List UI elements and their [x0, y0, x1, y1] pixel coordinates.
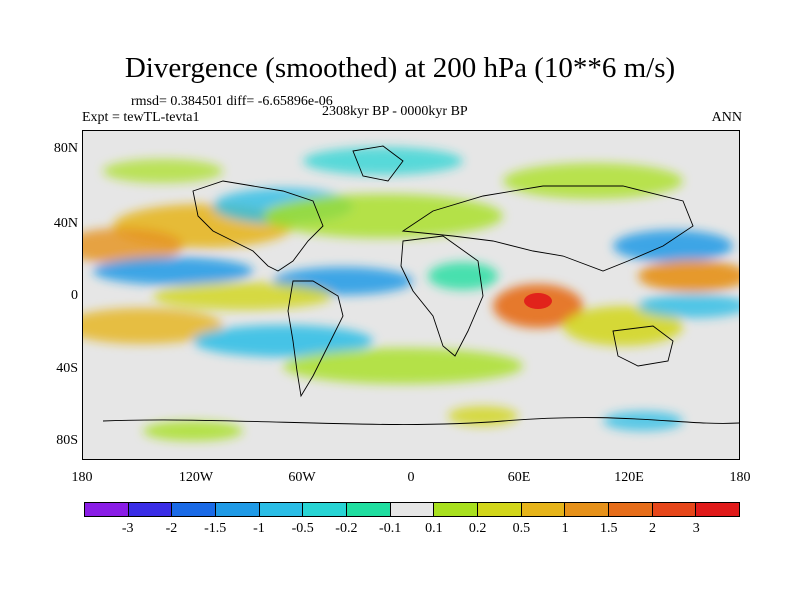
- coastline-greenland: [352, 145, 404, 182]
- colorbar-label: -2: [165, 521, 178, 536]
- field-blob: [603, 411, 683, 431]
- colorbar-label: -0.2: [335, 521, 358, 536]
- experiment-label: Expt = tewTL-tevta1: [82, 110, 200, 125]
- coastlines: [102, 145, 739, 425]
- coastline-south-america: [287, 280, 344, 398]
- colorbar-cell: [478, 503, 522, 516]
- field-blob: [303, 147, 463, 175]
- colorbar-label: 1.5: [600, 521, 618, 536]
- field-blob: [638, 260, 739, 292]
- divergence-map: [82, 130, 740, 460]
- y-tick-label: 40S: [56, 361, 78, 376]
- field-blob: [143, 421, 243, 441]
- colorbar-label: -0.5: [291, 521, 314, 536]
- colorbar-cell: [303, 503, 348, 516]
- field-blob: [503, 163, 683, 199]
- colorbar-cell: [347, 503, 391, 516]
- field-blob: [613, 230, 733, 262]
- field-blob: [153, 282, 333, 310]
- x-tick-label: 60W: [288, 470, 316, 485]
- field-blob: [638, 294, 739, 318]
- colorbar-cell: [128, 503, 173, 516]
- stats-text: rmsd= 0.384501 diff= -6.65896e-06: [131, 94, 333, 109]
- colorbar-cell: [609, 503, 653, 516]
- x-tick-label: 180: [71, 470, 93, 485]
- coastline-north-america: [192, 180, 324, 272]
- max-core: [524, 293, 552, 309]
- plot-title: Divergence (smoothed) at 200 hPa (10**6 …: [124, 52, 676, 84]
- colorbar-label: 3: [692, 521, 700, 536]
- colorbar-cell: [172, 503, 217, 516]
- colorbar-cell: [434, 503, 479, 516]
- field-blob: [428, 262, 498, 290]
- period-label: 2308kyr BP - 0000kyr BP: [322, 104, 468, 119]
- coastline-africa: [400, 235, 484, 357]
- colorbar-cell: [390, 503, 435, 516]
- field-blobs: [83, 147, 739, 441]
- colorbar-cell: [259, 503, 304, 516]
- colorbar-label: -1: [253, 521, 265, 536]
- colorbar-label: -0.1: [379, 521, 402, 536]
- x-tick-label: 0: [407, 470, 415, 485]
- colorbar-cell: [565, 503, 610, 516]
- x-tick-label: 120W: [178, 470, 214, 485]
- colorbar-cell: [696, 503, 740, 516]
- colorbar-label: 0.2: [468, 521, 487, 536]
- field-blob: [283, 348, 523, 384]
- colorbar-cell: [216, 503, 260, 516]
- season-label: ANN: [711, 110, 742, 125]
- colorbar-cell: [521, 503, 566, 516]
- colorbar-label: 2: [649, 521, 657, 536]
- colorbar-cell: [85, 503, 129, 516]
- colorbar-label: 0.5: [512, 521, 531, 536]
- x-tick-label: 60E: [507, 470, 531, 485]
- y-tick-label: 0: [71, 288, 78, 303]
- field-blob: [83, 308, 223, 344]
- x-tick-label: 180: [729, 470, 751, 485]
- coastline-australia: [612, 325, 674, 367]
- y-tick-label: 80S: [56, 433, 78, 448]
- x-tick-label: 120E: [614, 470, 644, 485]
- y-tick-label: 40N: [53, 216, 78, 231]
- field-blob: [83, 228, 183, 264]
- coastline-eurasia: [401, 185, 694, 272]
- coastline-antarctica: [102, 417, 739, 425]
- map-svg: [83, 131, 739, 459]
- colorbar-cell: [652, 503, 697, 516]
- colorbar-label: -3: [121, 521, 134, 536]
- colorbar-label: 0.1: [425, 521, 443, 536]
- field-blob: [263, 194, 503, 238]
- colorbar-label: -1.5: [204, 521, 227, 536]
- field-blob: [103, 159, 223, 183]
- colorbar-label: 1: [561, 521, 569, 536]
- field-blob: [193, 325, 373, 357]
- field-blob: [93, 257, 253, 285]
- y-tick-label: 80N: [53, 141, 78, 156]
- field-blob: [563, 306, 683, 346]
- colorbar: [84, 502, 740, 517]
- field-blob: [448, 406, 518, 426]
